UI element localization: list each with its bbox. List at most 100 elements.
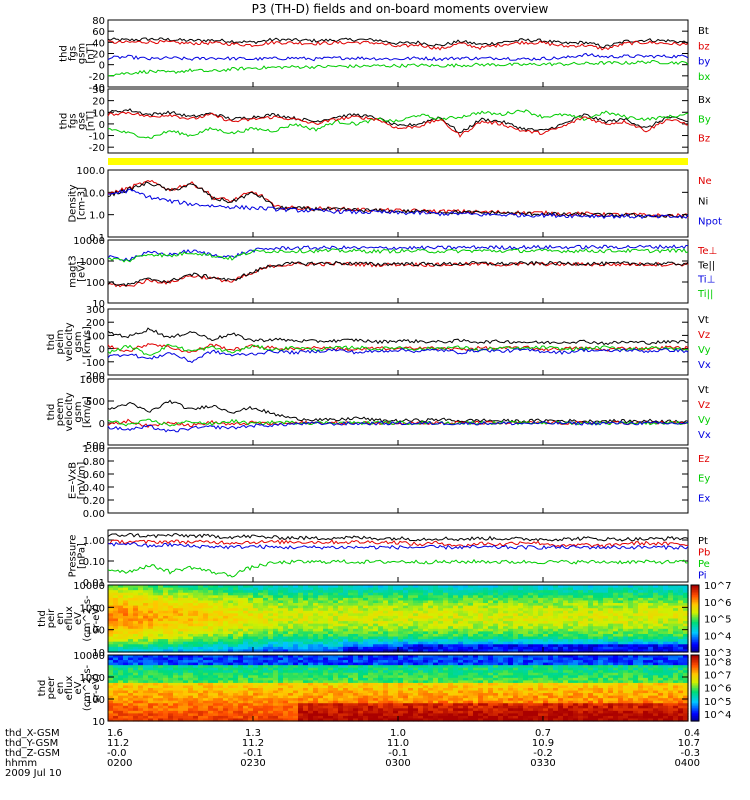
spectrogram-cell <box>573 633 579 638</box>
spectrogram-cell <box>123 705 129 709</box>
spectrogram-cell <box>253 636 259 640</box>
spectrogram-cell <box>288 615 294 620</box>
spectrogram-cell <box>343 655 349 659</box>
spectrogram-cell <box>458 626 464 630</box>
spectrogram-cell <box>623 626 629 630</box>
spectrogram-cell <box>423 685 429 689</box>
spectrogram-cell <box>133 698 139 702</box>
spectrogram-cell <box>313 713 319 717</box>
spectrogram-cell <box>378 667 384 671</box>
colorbar-cell <box>691 648 699 651</box>
spectrogram-cell <box>278 710 284 714</box>
spectrogram-cell <box>343 693 349 697</box>
spectrogram-cell <box>293 708 299 712</box>
spectrogram-cell <box>323 587 329 591</box>
spectrogram-cell <box>153 672 159 676</box>
spectrogram-cell <box>373 718 379 722</box>
spectrogram-cell <box>298 655 304 659</box>
spectrogram-cell <box>393 690 399 694</box>
spectrogram-cell <box>438 675 444 679</box>
spectrogram-cell <box>278 585 284 589</box>
spectrogram-cell <box>278 597 284 602</box>
spectrogram-cell <box>293 698 299 702</box>
spectrogram-cell <box>503 626 509 630</box>
spectrogram-cell <box>113 660 119 664</box>
spectrogram-cell <box>323 710 329 714</box>
spectrogram-cell <box>648 618 654 622</box>
spectrogram-cell <box>553 631 559 635</box>
spectrogram-cell <box>243 626 249 630</box>
spectrogram-cell <box>258 718 264 722</box>
spectrogram-cell <box>343 626 349 630</box>
spectrogram-cell <box>313 587 319 591</box>
spectrogram-cell <box>198 587 204 591</box>
spectrogram-cell <box>288 705 294 709</box>
spectrogram-cell <box>318 618 324 622</box>
spectrogram-cell <box>638 585 644 589</box>
spectrogram-cell <box>398 677 404 681</box>
spectrogram-cell <box>218 703 224 707</box>
spectrogram-cell <box>623 636 629 640</box>
spectrogram-cell <box>208 672 214 676</box>
spectrogram-cell <box>428 670 434 674</box>
spectrogram-cell <box>148 657 154 661</box>
spectrogram-cell <box>373 710 379 714</box>
spectrogram-cell <box>453 608 459 612</box>
spectrogram-cell <box>253 623 259 627</box>
spectrogram-cell <box>603 587 609 591</box>
spectrogram-cell <box>263 608 269 612</box>
spectrogram-cell <box>313 660 319 664</box>
spectrogram-cell <box>248 703 254 707</box>
spectrogram-cell <box>473 700 479 704</box>
spectrogram-cell <box>178 615 184 620</box>
spectrogram-cell <box>343 597 349 602</box>
spectrogram-cell <box>673 633 679 638</box>
spectrogram-cell <box>163 700 169 704</box>
spectrogram-cell <box>263 675 269 679</box>
spectrogram-cell <box>338 655 344 659</box>
spectrogram-cell <box>338 672 344 676</box>
spectrogram-cell <box>208 655 214 659</box>
spectrogram-cell <box>138 590 144 594</box>
spectrogram-cell <box>223 675 229 679</box>
spectrogram-cell <box>388 618 394 622</box>
spectrogram-cell <box>448 667 454 671</box>
spectrogram-cell <box>178 718 184 722</box>
spectrogram-cell <box>598 600 604 604</box>
spectrogram-cell <box>163 597 169 602</box>
spectrogram-cell <box>348 703 354 707</box>
spectrogram-cell <box>463 665 469 669</box>
spectrogram-cell <box>218 631 224 635</box>
spectrogram-cell <box>133 710 139 714</box>
spectrogram-cell <box>648 631 654 635</box>
spectrogram-cell <box>258 695 264 699</box>
spectrogram-cell <box>398 597 404 602</box>
spectrogram-cell <box>128 592 134 596</box>
spectrogram-cell <box>123 605 129 609</box>
spectrogram-cell <box>113 628 119 632</box>
spectrogram-cell <box>203 718 209 722</box>
spectrogram-cell <box>433 670 439 674</box>
spectrogram-cell <box>663 636 669 640</box>
spectrogram-cell <box>543 613 549 617</box>
spectrogram-cell <box>158 655 164 659</box>
spectrogram-cell <box>268 703 274 707</box>
spectrogram-cell <box>113 608 119 612</box>
spectrogram-cell <box>558 613 564 617</box>
spectrogram-cell <box>113 603 119 607</box>
spectrogram-cell <box>648 587 654 591</box>
spectrogram-cell <box>423 695 429 699</box>
spectrogram-cell <box>263 660 269 664</box>
spectrogram-cell <box>198 667 204 671</box>
spectrogram-cell <box>473 672 479 676</box>
spectrogram-cell <box>413 688 419 692</box>
spectrogram-cell <box>628 641 634 645</box>
spectrogram-cell <box>148 595 154 599</box>
spectrogram-cell <box>338 621 344 625</box>
spectrogram-cell <box>463 718 469 722</box>
spectrogram-cell <box>448 644 454 648</box>
spectrogram-cell <box>648 628 654 632</box>
spectrogram-cell <box>473 703 479 707</box>
spectrogram-cell <box>568 600 574 604</box>
spectrogram-cell <box>663 615 669 620</box>
